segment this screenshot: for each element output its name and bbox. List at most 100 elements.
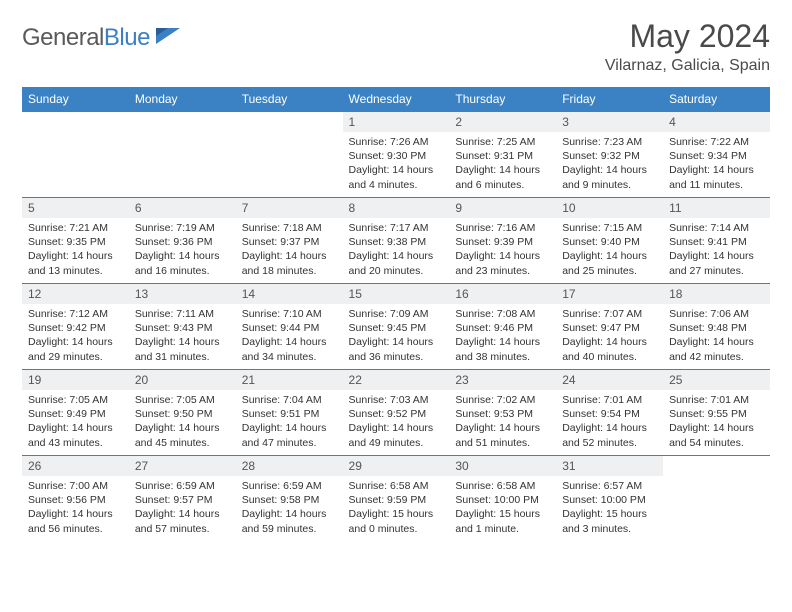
day-cell: 1Sunrise: 7:26 AMSunset: 9:30 PMDaylight… (343, 112, 450, 198)
day-details: Sunrise: 7:16 AMSunset: 9:39 PMDaylight:… (449, 218, 556, 282)
daylight-text: Daylight: 15 hours and 3 minutes. (562, 507, 657, 535)
sunrise-text: Sunrise: 7:11 AM (135, 307, 230, 321)
daylight-text: Daylight: 14 hours and 54 minutes. (669, 421, 764, 449)
day-details: Sunrise: 7:23 AMSunset: 9:32 PMDaylight:… (556, 132, 663, 196)
day-number: 9 (449, 198, 556, 218)
sunrise-text: Sunrise: 7:05 AM (28, 393, 123, 407)
week-row: 5Sunrise: 7:21 AMSunset: 9:35 PMDaylight… (22, 198, 770, 284)
sunrise-text: Sunrise: 7:17 AM (349, 221, 444, 235)
day-number: 7 (236, 198, 343, 218)
dayname-fri: Friday (556, 87, 663, 112)
day-cell: 29Sunrise: 6:58 AMSunset: 9:59 PMDayligh… (343, 456, 450, 542)
day-cell (663, 456, 770, 542)
day-number: 4 (663, 112, 770, 132)
dayname-sat: Saturday (663, 87, 770, 112)
daylight-text: Daylight: 14 hours and 13 minutes. (28, 249, 123, 277)
daylight-text: Daylight: 14 hours and 27 minutes. (669, 249, 764, 277)
day-number: 27 (129, 456, 236, 476)
day-cell: 3Sunrise: 7:23 AMSunset: 9:32 PMDaylight… (556, 112, 663, 198)
day-number: 30 (449, 456, 556, 476)
daylight-text: Daylight: 14 hours and 29 minutes. (28, 335, 123, 363)
sunrise-text: Sunrise: 7:15 AM (562, 221, 657, 235)
sunrise-text: Sunrise: 7:26 AM (349, 135, 444, 149)
day-cell: 26Sunrise: 7:00 AMSunset: 9:56 PMDayligh… (22, 456, 129, 542)
sunrise-text: Sunrise: 6:57 AM (562, 479, 657, 493)
sunrise-text: Sunrise: 6:59 AM (242, 479, 337, 493)
dayname-thu: Thursday (449, 87, 556, 112)
day-header-row: Sunday Monday Tuesday Wednesday Thursday… (22, 87, 770, 112)
flag-icon (154, 26, 182, 51)
daylight-text: Daylight: 15 hours and 0 minutes. (349, 507, 444, 535)
day-cell: 8Sunrise: 7:17 AMSunset: 9:38 PMDaylight… (343, 198, 450, 284)
sunset-text: Sunset: 9:38 PM (349, 235, 444, 249)
day-number: 10 (556, 198, 663, 218)
day-cell: 2Sunrise: 7:25 AMSunset: 9:31 PMDaylight… (449, 112, 556, 198)
day-details: Sunrise: 7:03 AMSunset: 9:52 PMDaylight:… (343, 390, 450, 454)
day-number: 28 (236, 456, 343, 476)
day-number: 19 (22, 370, 129, 390)
day-cell (129, 112, 236, 198)
day-cell: 28Sunrise: 6:59 AMSunset: 9:58 PMDayligh… (236, 456, 343, 542)
day-number: 8 (343, 198, 450, 218)
day-details: Sunrise: 6:58 AMSunset: 10:00 PMDaylight… (449, 476, 556, 540)
day-details: Sunrise: 7:05 AMSunset: 9:49 PMDaylight:… (22, 390, 129, 454)
day-details: Sunrise: 7:10 AMSunset: 9:44 PMDaylight:… (236, 304, 343, 368)
sunrise-text: Sunrise: 7:12 AM (28, 307, 123, 321)
sunrise-text: Sunrise: 6:58 AM (349, 479, 444, 493)
day-details: Sunrise: 6:59 AMSunset: 9:57 PMDaylight:… (129, 476, 236, 540)
daylight-text: Daylight: 14 hours and 56 minutes. (28, 507, 123, 535)
dayname-mon: Monday (129, 87, 236, 112)
sunset-text: Sunset: 9:53 PM (455, 407, 550, 421)
day-number: 16 (449, 284, 556, 304)
day-details: Sunrise: 7:26 AMSunset: 9:30 PMDaylight:… (343, 132, 450, 196)
day-number: 21 (236, 370, 343, 390)
sunrise-text: Sunrise: 7:06 AM (669, 307, 764, 321)
sunset-text: Sunset: 9:43 PM (135, 321, 230, 335)
daylight-text: Daylight: 14 hours and 23 minutes. (455, 249, 550, 277)
day-cell (236, 112, 343, 198)
day-cell: 27Sunrise: 6:59 AMSunset: 9:57 PMDayligh… (129, 456, 236, 542)
daylight-text: Daylight: 14 hours and 18 minutes. (242, 249, 337, 277)
sunset-text: Sunset: 9:31 PM (455, 149, 550, 163)
day-number: 18 (663, 284, 770, 304)
day-cell: 9Sunrise: 7:16 AMSunset: 9:39 PMDaylight… (449, 198, 556, 284)
day-details: Sunrise: 7:17 AMSunset: 9:38 PMDaylight:… (343, 218, 450, 282)
sunrise-text: Sunrise: 6:58 AM (455, 479, 550, 493)
daylight-text: Daylight: 14 hours and 57 minutes. (135, 507, 230, 535)
day-details: Sunrise: 6:57 AMSunset: 10:00 PMDaylight… (556, 476, 663, 540)
sunrise-text: Sunrise: 7:01 AM (562, 393, 657, 407)
day-number: 20 (129, 370, 236, 390)
day-details: Sunrise: 6:59 AMSunset: 9:58 PMDaylight:… (236, 476, 343, 540)
day-cell: 21Sunrise: 7:04 AMSunset: 9:51 PMDayligh… (236, 370, 343, 456)
daylight-text: Daylight: 14 hours and 25 minutes. (562, 249, 657, 277)
day-cell: 24Sunrise: 7:01 AMSunset: 9:54 PMDayligh… (556, 370, 663, 456)
daylight-text: Daylight: 14 hours and 31 minutes. (135, 335, 230, 363)
sunrise-text: Sunrise: 7:19 AM (135, 221, 230, 235)
day-details: Sunrise: 7:09 AMSunset: 9:45 PMDaylight:… (343, 304, 450, 368)
sunrise-text: Sunrise: 7:23 AM (562, 135, 657, 149)
daylight-text: Daylight: 14 hours and 43 minutes. (28, 421, 123, 449)
sunrise-text: Sunrise: 7:14 AM (669, 221, 764, 235)
sunset-text: Sunset: 9:48 PM (669, 321, 764, 335)
sunset-text: Sunset: 9:30 PM (349, 149, 444, 163)
day-cell (22, 112, 129, 198)
sunset-text: Sunset: 9:45 PM (349, 321, 444, 335)
sunrise-text: Sunrise: 7:09 AM (349, 307, 444, 321)
daylight-text: Daylight: 14 hours and 34 minutes. (242, 335, 337, 363)
sunset-text: Sunset: 9:44 PM (242, 321, 337, 335)
dayname-sun: Sunday (22, 87, 129, 112)
sunset-text: Sunset: 9:41 PM (669, 235, 764, 249)
sunrise-text: Sunrise: 6:59 AM (135, 479, 230, 493)
sunset-text: Sunset: 9:37 PM (242, 235, 337, 249)
sunrise-text: Sunrise: 7:10 AM (242, 307, 337, 321)
sunrise-text: Sunrise: 7:25 AM (455, 135, 550, 149)
day-cell: 30Sunrise: 6:58 AMSunset: 10:00 PMDaylig… (449, 456, 556, 542)
daylight-text: Daylight: 14 hours and 20 minutes. (349, 249, 444, 277)
day-cell: 11Sunrise: 7:14 AMSunset: 9:41 PMDayligh… (663, 198, 770, 284)
daylight-text: Daylight: 14 hours and 38 minutes. (455, 335, 550, 363)
day-details: Sunrise: 7:19 AMSunset: 9:36 PMDaylight:… (129, 218, 236, 282)
day-cell: 18Sunrise: 7:06 AMSunset: 9:48 PMDayligh… (663, 284, 770, 370)
day-details: Sunrise: 7:25 AMSunset: 9:31 PMDaylight:… (449, 132, 556, 196)
week-row: 1Sunrise: 7:26 AMSunset: 9:30 PMDaylight… (22, 112, 770, 198)
logo-part2: Blue (104, 24, 150, 51)
